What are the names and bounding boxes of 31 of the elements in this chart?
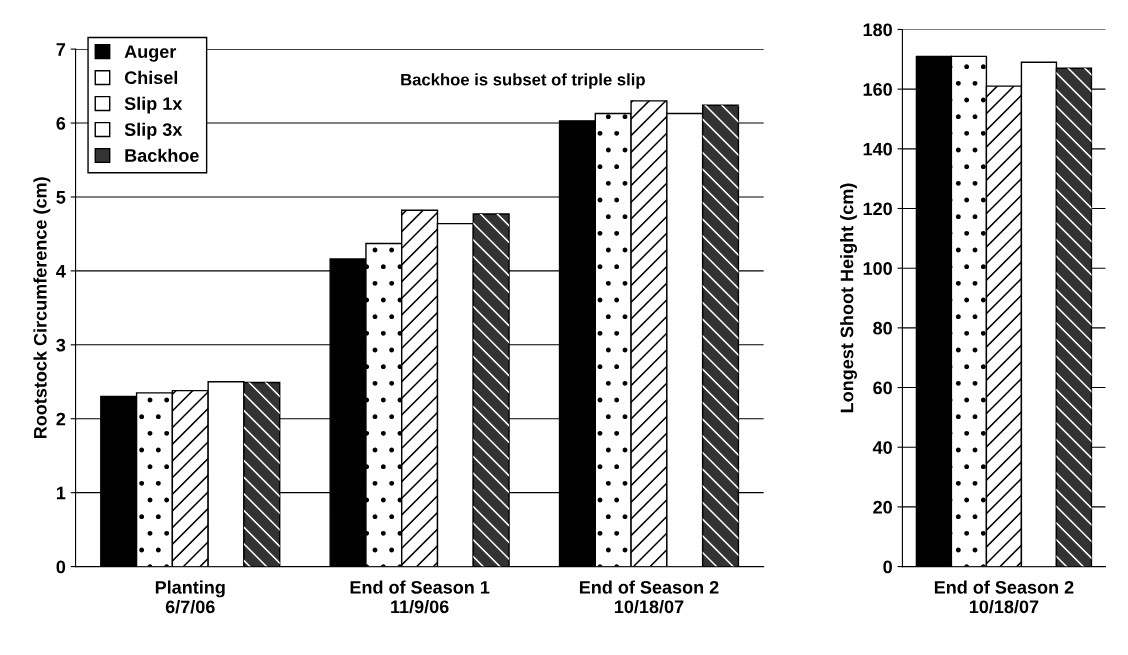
legend-label: Slip 3x [124, 122, 183, 140]
y-tick-label: 40 [872, 441, 892, 454]
legend-label: Chisel [124, 70, 178, 85]
y-tick-label: 140 [863, 142, 892, 156]
legend-label: Slip 1x [124, 96, 183, 114]
y-tick-label: 60 [873, 381, 892, 395]
y-tick-label: 100 [863, 262, 892, 275]
y-tick-label: 160 [863, 83, 892, 96]
legend-label: Auger [124, 45, 177, 62]
y-tick-label: 0 [56, 560, 66, 574]
y-tick-label: 20 [873, 500, 892, 514]
y-tick-label: 5 [56, 191, 66, 204]
y-tick-label: 7 [56, 43, 66, 56]
y-tick-label: 120 [863, 202, 892, 216]
y-tick-label: 1 [56, 486, 66, 500]
y-tick-label: 180 [863, 23, 892, 37]
y-axis-title: Rootstock Circumference (cm) [33, 177, 51, 439]
annotation: Backhoe is subset of triple slip [401, 73, 645, 89]
x-tick-label: End of Season 2 10/18/07 [934, 580, 1074, 614]
y-tick-label: 4 [56, 265, 66, 278]
y-tick-label: 0 [883, 560, 892, 574]
y-tick-label: 80 [873, 321, 892, 335]
x-tick-label: Planting 6/7/06 [155, 580, 225, 614]
y-axis-title: Longest Shoot Height (cm) [840, 183, 857, 413]
y-tick-label: 2 [56, 412, 66, 426]
x-tick-label: End of Season 1 11/9/06 [350, 580, 490, 614]
y-tick-label: 3 [56, 338, 66, 352]
bar [436, 222, 474, 567]
y-tick-label: 6 [56, 116, 66, 130]
legend-label: Backhoe [125, 148, 199, 162]
x-tick-label: End of Season 2 10/18/07 [579, 580, 719, 614]
